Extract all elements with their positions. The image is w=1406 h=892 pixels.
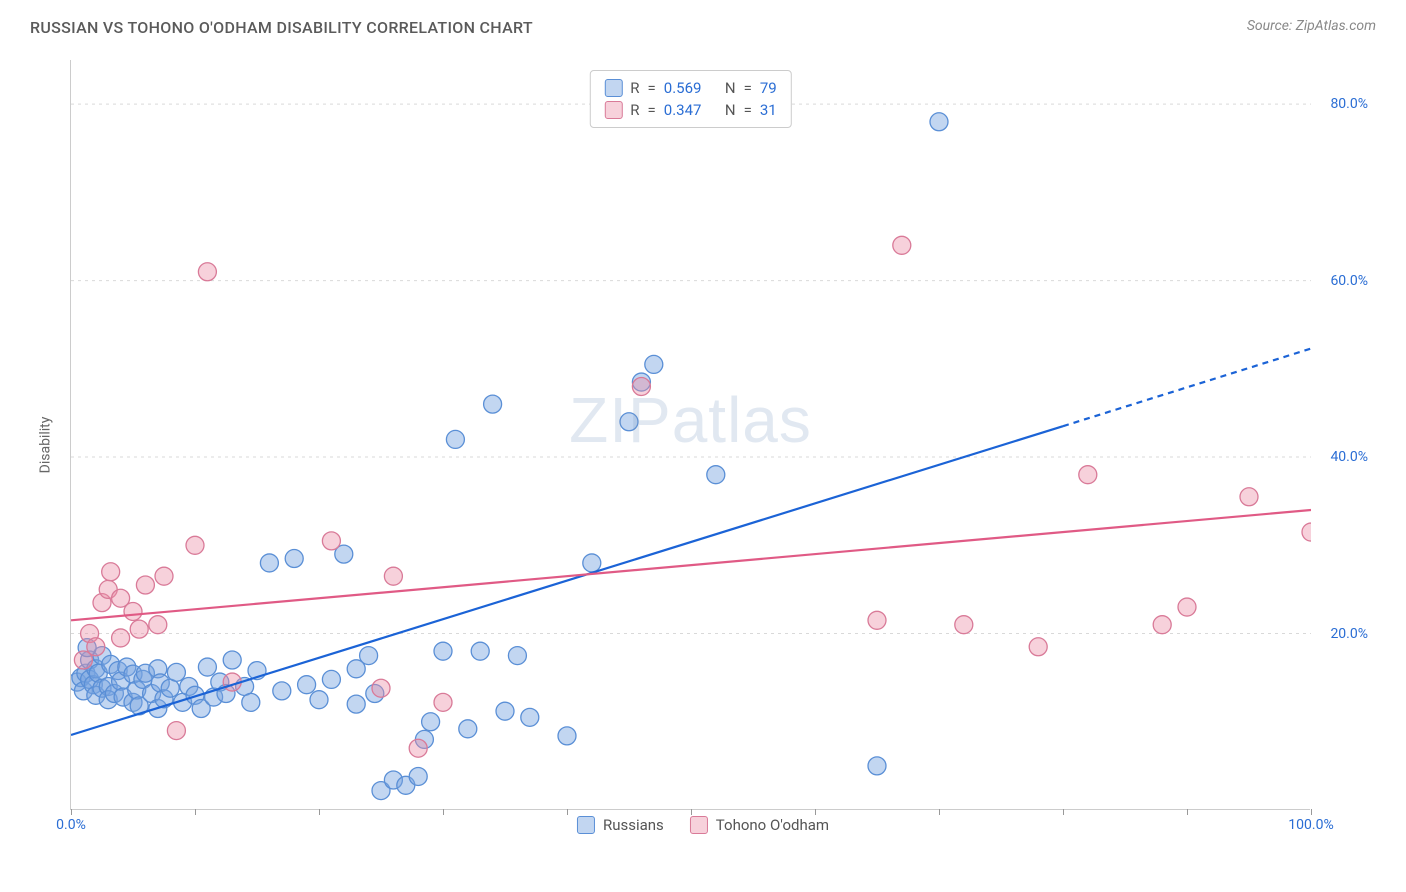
watermark-atlas: atlas — [672, 384, 812, 456]
series-legend: Russians Tohono O'odham — [577, 816, 829, 834]
x-tick-label: 100.0% — [1288, 817, 1333, 833]
x-tick-mark — [691, 809, 692, 815]
y-tick-label: 40.0% — [1330, 449, 1368, 465]
plot-area: ZIPatlas R = 0.569 N = 79 R = 0.347 N = … — [70, 60, 1310, 810]
legend-label: Tohono O'odham — [716, 816, 829, 834]
x-tick-label: 0.0% — [56, 817, 86, 833]
n-label: N — [725, 101, 736, 119]
source-credit: Source: ZipAtlas.com — [1247, 18, 1376, 34]
chart-container: Disability ZIPatlas R = 0.569 N = 79 R =… — [30, 50, 1376, 840]
swatch-tohono — [604, 101, 622, 119]
legend-item: Russians — [577, 816, 664, 834]
header-bar: RUSSIAN VS TOHONO O'ODHAM DISABILITY COR… — [0, 0, 1406, 43]
x-tick-mark — [1311, 809, 1312, 815]
x-tick-mark — [1063, 809, 1064, 815]
r-label: R — [630, 79, 639, 97]
grid-layer — [71, 60, 1311, 810]
x-tick-mark — [195, 809, 196, 815]
stats-row-russians: R = 0.569 N = 79 — [604, 77, 776, 99]
x-tick-mark — [1187, 809, 1188, 815]
y-tick-label: 20.0% — [1330, 626, 1368, 642]
x-tick-mark — [939, 809, 940, 815]
legend-label: Russians — [603, 816, 664, 834]
chart-title: RUSSIAN VS TOHONO O'ODHAM DISABILITY COR… — [30, 18, 533, 37]
legend-swatch — [690, 816, 708, 834]
watermark: ZIPatlas — [569, 383, 812, 457]
n-label: N — [725, 79, 736, 97]
r-value-tohono: 0.347 — [664, 101, 702, 119]
x-tick-mark — [815, 809, 816, 815]
y-tick-label: 60.0% — [1330, 273, 1368, 289]
stats-legend: R = 0.569 N = 79 R = 0.347 N = 31 — [589, 70, 791, 128]
r-label: R — [630, 101, 639, 119]
x-tick-mark — [71, 809, 72, 815]
legend-swatch — [577, 816, 595, 834]
stats-row-tohono: R = 0.347 N = 31 — [604, 99, 776, 121]
scatter-layer — [71, 60, 1311, 810]
r-value-russians: 0.569 — [664, 79, 702, 97]
n-value-russians: 79 — [760, 79, 777, 97]
x-tick-mark — [443, 809, 444, 815]
watermark-zip: ZIP — [569, 384, 672, 456]
y-axis-label: Disability — [37, 417, 53, 474]
regression-layer — [71, 60, 1311, 810]
legend-item: Tohono O'odham — [690, 816, 829, 834]
n-value-tohono: 31 — [760, 101, 777, 119]
y-axis-label-wrap: Disability — [30, 50, 60, 840]
swatch-russians — [604, 79, 622, 97]
y-tick-label: 80.0% — [1330, 96, 1368, 112]
x-tick-mark — [567, 809, 568, 815]
x-tick-mark — [319, 809, 320, 815]
